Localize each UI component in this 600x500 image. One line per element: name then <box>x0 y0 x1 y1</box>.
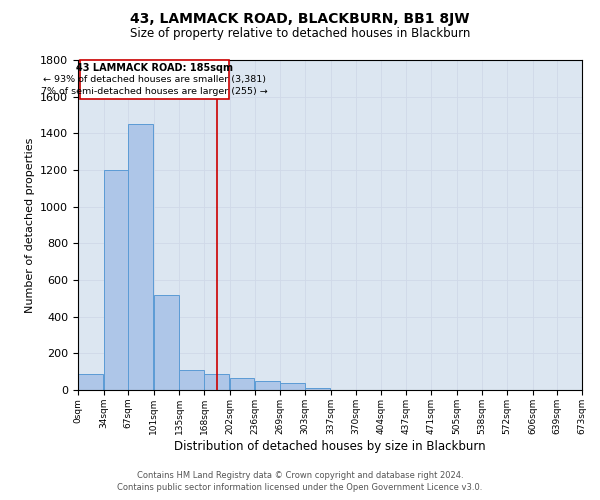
Bar <box>204 374 229 390</box>
Bar <box>229 378 254 390</box>
Bar <box>154 294 179 390</box>
Text: Size of property relative to detached houses in Blackburn: Size of property relative to detached ho… <box>130 28 470 40</box>
Bar <box>255 381 280 390</box>
Text: Contains HM Land Registry data © Crown copyright and database right 2024.
Contai: Contains HM Land Registry data © Crown c… <box>118 471 482 492</box>
Bar <box>305 388 330 390</box>
Text: 43 LAMMACK ROAD: 185sqm: 43 LAMMACK ROAD: 185sqm <box>76 63 233 73</box>
Bar <box>104 170 128 390</box>
X-axis label: Distribution of detached houses by size in Blackburn: Distribution of detached houses by size … <box>174 440 486 452</box>
Bar <box>78 374 103 390</box>
Bar <box>179 370 204 390</box>
Text: 43, LAMMACK ROAD, BLACKBURN, BB1 8JW: 43, LAMMACK ROAD, BLACKBURN, BB1 8JW <box>130 12 470 26</box>
Bar <box>128 124 153 390</box>
Text: 7% of semi-detached houses are larger (255) →: 7% of semi-detached houses are larger (2… <box>41 86 268 96</box>
FancyBboxPatch shape <box>79 60 229 99</box>
Text: ← 93% of detached houses are smaller (3,381): ← 93% of detached houses are smaller (3,… <box>43 76 266 84</box>
Bar <box>280 382 305 390</box>
Y-axis label: Number of detached properties: Number of detached properties <box>25 138 35 312</box>
